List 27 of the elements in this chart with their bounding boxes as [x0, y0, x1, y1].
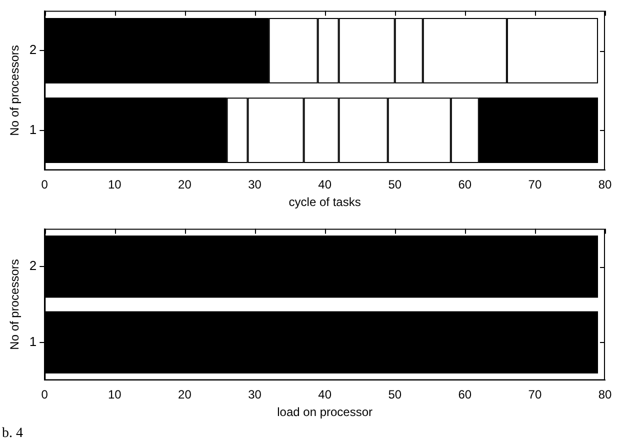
x-tick-label: 70	[528, 388, 542, 402]
x-tick-label: 50	[388, 388, 402, 402]
x-tick-label: 30	[248, 388, 262, 402]
x-tick-label: 0	[41, 388, 48, 402]
y-tick-label: 1	[29, 334, 37, 349]
x-tick-label: 60	[458, 388, 472, 402]
x-axis-title: load on processor	[277, 405, 373, 420]
y-tick-label: 1	[29, 122, 37, 137]
x-tick-label: 0	[41, 178, 48, 192]
x-tick-label: 80	[598, 178, 612, 192]
y-tick-label: 2	[29, 258, 37, 274]
y-axis-title: No of processors	[8, 45, 22, 136]
x-tick-label: 40	[318, 178, 332, 192]
y-tick-label: 2	[29, 42, 37, 58]
text: b. 4	[2, 426, 23, 442]
x-tick-label: 40	[318, 388, 332, 402]
x-axis-title: cycle of tasks	[288, 195, 361, 210]
x-tick-label: 20	[178, 388, 192, 402]
x-tick-label: 50	[388, 178, 402, 192]
x-tick-label: 80	[598, 388, 612, 402]
x-tick-label: 60	[458, 178, 472, 192]
x-tick-label: 10	[108, 178, 122, 192]
x-tick-label: 10	[108, 388, 122, 402]
x-tick-label: 20	[178, 178, 192, 192]
y-axis-title: No of processors	[8, 259, 22, 350]
x-tick-label: 30	[248, 178, 262, 192]
x-tick-label: 70	[528, 178, 542, 192]
